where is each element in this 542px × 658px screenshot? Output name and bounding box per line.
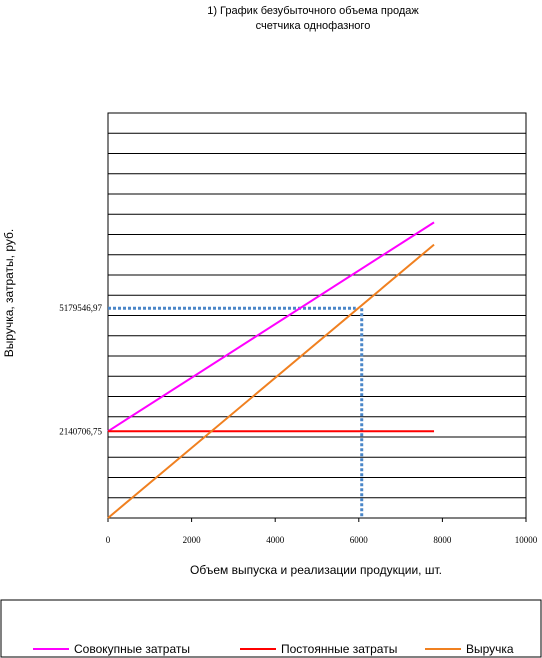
- x-axis-label: Объем выпуска и реализации продукции, шт…: [190, 563, 442, 577]
- y-axis-label: Выручка, затраты, руб.: [2, 229, 16, 357]
- legend-item-total-costs-label: Совокупные затраты: [74, 642, 190, 656]
- x-tick-label: 2000: [183, 535, 202, 545]
- legend-box: [0, 599, 542, 658]
- x-tick-label: 0: [106, 535, 111, 545]
- y-tick-label: 2140706,75: [59, 426, 102, 436]
- plot-area: [107, 112, 527, 519]
- x-tick-label: 6000: [350, 535, 369, 545]
- gridlines: [108, 132, 526, 499]
- revenue-line: [107, 243, 435, 519]
- chart-title-line-2: счетчика однофазного: [256, 20, 371, 32]
- x-tick-label: 8000: [433, 535, 452, 545]
- legend: Совокупные затраты Постоянные затраты Выру…: [33, 642, 514, 656]
- x-axis-ticks: 0 2000 4000 6000 8000 10000: [106, 518, 538, 545]
- legend-item-fixed-costs-label: Постоянные затраты: [281, 642, 397, 656]
- x-tick-label: 10000: [515, 535, 538, 545]
- y-tick-label: 5179546,97: [59, 303, 102, 313]
- x-tick-label: 4000: [266, 535, 285, 545]
- total-costs-line: [107, 221, 435, 433]
- series-lines: [107, 221, 435, 519]
- legend-item-revenue-label: Выручка: [466, 642, 514, 656]
- y-axis-ticks: 2140706,75 5179546,97: [59, 303, 102, 436]
- chart-title-line-1: 1) График безубыточного объема продаж: [207, 5, 419, 17]
- break-even-guides: [108, 306, 364, 518]
